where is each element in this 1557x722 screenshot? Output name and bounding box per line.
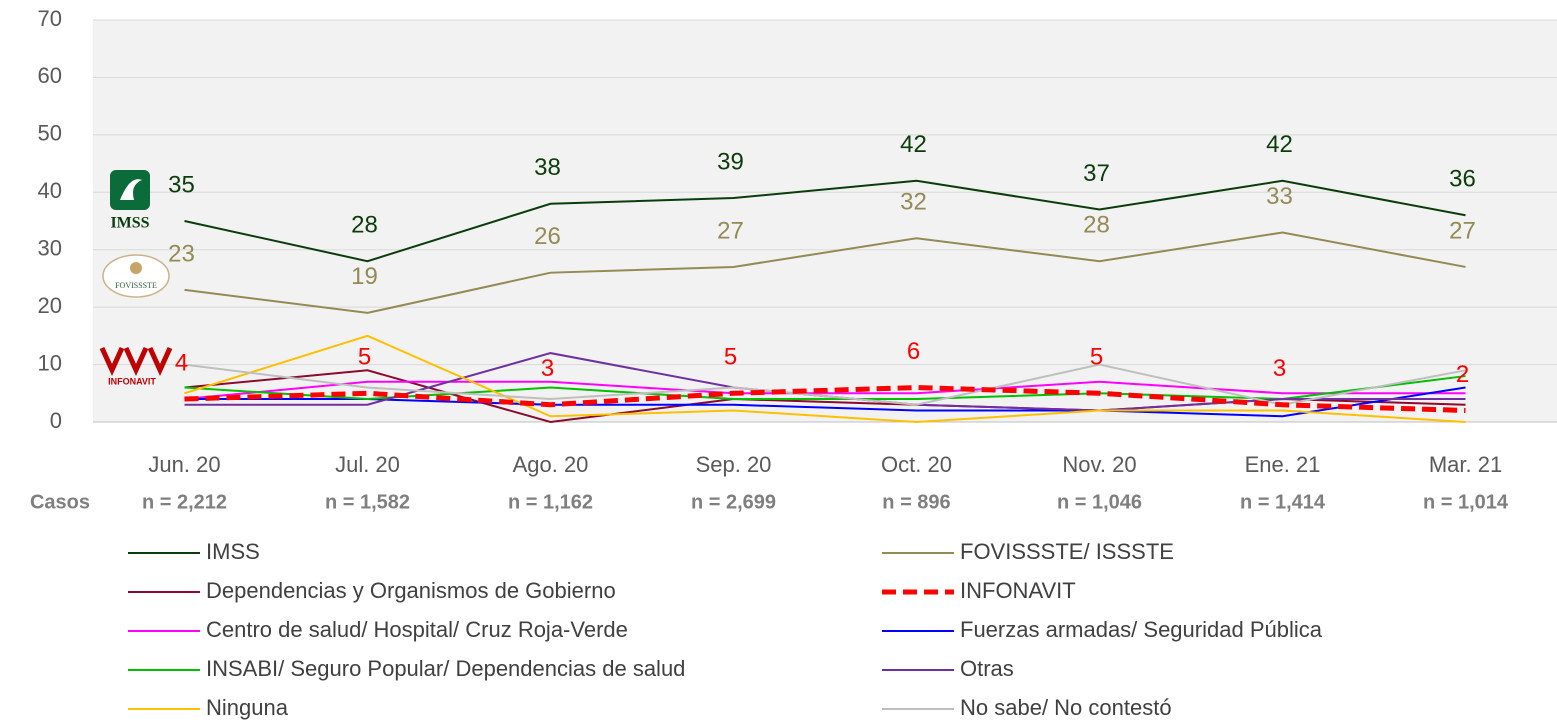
- imss-logo-shape: [120, 179, 142, 200]
- fovissste-logo-text: FOVISSSTE: [115, 281, 157, 290]
- case-count: n = 2,212: [142, 491, 227, 513]
- case-label: Casos: [30, 491, 90, 513]
- data-label: 2: [1456, 361, 1469, 388]
- legend-label: INFONAVIT: [960, 578, 1076, 603]
- data-label: 35: [168, 171, 195, 198]
- data-label: 19: [351, 263, 378, 290]
- y-tick-label: 20: [38, 293, 62, 318]
- data-label: 26: [534, 223, 561, 250]
- infonavit-logo-text: INFONAVIT: [108, 376, 156, 386]
- data-label: 32: [900, 189, 927, 216]
- legend-label: No sabe/ No contestó: [960, 695, 1172, 720]
- data-label: 27: [717, 217, 744, 244]
- fovissste-logo-shape: [130, 262, 142, 274]
- legend-label: Centro de salud/ Hospital/ Cruz Roja-Ver…: [206, 617, 628, 642]
- x-tick-label: Ago. 20: [513, 452, 589, 477]
- x-tick-label: Jul. 20: [335, 452, 400, 477]
- fovissste-logo: [102, 254, 170, 298]
- series-line: [184, 386, 1466, 418]
- data-label: 4: [175, 349, 188, 376]
- x-tick-label: Jun. 20: [148, 452, 220, 477]
- case-count: n = 1,414: [1240, 491, 1326, 513]
- data-label: 42: [900, 131, 927, 158]
- data-label: 27: [1449, 217, 1476, 244]
- y-tick-label: 50: [38, 121, 62, 146]
- series-line: [184, 363, 1466, 406]
- x-tick-label: Mar. 21: [1429, 452, 1502, 477]
- y-tick-label: 0: [50, 408, 62, 433]
- legend-label: Fuerzas armadas/ Seguridad Pública: [960, 617, 1323, 642]
- x-tick-label: Ene. 21: [1245, 452, 1321, 477]
- series-line: [184, 334, 1466, 424]
- data-label: 3: [1273, 355, 1286, 382]
- x-tick-label: Nov. 20: [1062, 452, 1136, 477]
- data-label: 5: [358, 344, 371, 371]
- y-tick-label: 10: [38, 350, 62, 375]
- y-tick-label: 60: [38, 63, 62, 88]
- legend-label: Dependencias y Organismos de Gobierno: [206, 578, 616, 603]
- y-tick-label: 30: [38, 236, 62, 261]
- data-label: 36: [1449, 166, 1476, 193]
- infonavit-logo: [99, 346, 173, 377]
- case-count: n = 896: [882, 491, 950, 513]
- series-line: [184, 380, 1466, 401]
- data-label: 5: [1090, 344, 1103, 371]
- legend-label: IMSS: [206, 539, 260, 564]
- case-count: n = 1,582: [325, 491, 410, 513]
- logos: IMSS FOVISSSTE INFONAVIT: [99, 170, 173, 386]
- case-count: n = 2,699: [691, 491, 776, 513]
- series-line: [184, 385, 1466, 414]
- data-label: 5: [724, 344, 737, 371]
- series-line: [184, 179, 1466, 263]
- data-label: 33: [1266, 183, 1293, 210]
- y-tick-label: 40: [38, 178, 62, 203]
- case-count: n = 1,046: [1057, 491, 1142, 513]
- data-label: 6: [907, 338, 920, 365]
- case-count: n = 1,014: [1423, 491, 1509, 513]
- x-tick-label: Oct. 20: [881, 452, 952, 477]
- legend-label: FOVISSSTE/ ISSSTE: [960, 539, 1174, 564]
- legend-label: INSABI/ Seguro Popular/ Dependencias de …: [206, 656, 685, 681]
- x-tick-label: Sep. 20: [696, 452, 772, 477]
- imss-logo-text: IMSS: [110, 215, 149, 232]
- data-label: 28: [351, 212, 378, 239]
- data-label: 37: [1083, 160, 1110, 187]
- data-label: 3: [541, 355, 554, 382]
- case-count: n = 1,162: [508, 491, 593, 513]
- data-label: 42: [1266, 131, 1293, 158]
- legend-label: Ninguna: [206, 695, 289, 720]
- legend-label: Otras: [960, 656, 1014, 681]
- data-label: 39: [717, 148, 744, 175]
- data-label: 23: [168, 240, 195, 267]
- plot-area: [93, 20, 1557, 422]
- y-tick-label: 70: [38, 6, 62, 31]
- data-label: 38: [534, 154, 561, 181]
- series-line: [184, 231, 1466, 314]
- data-label: 28: [1083, 212, 1110, 239]
